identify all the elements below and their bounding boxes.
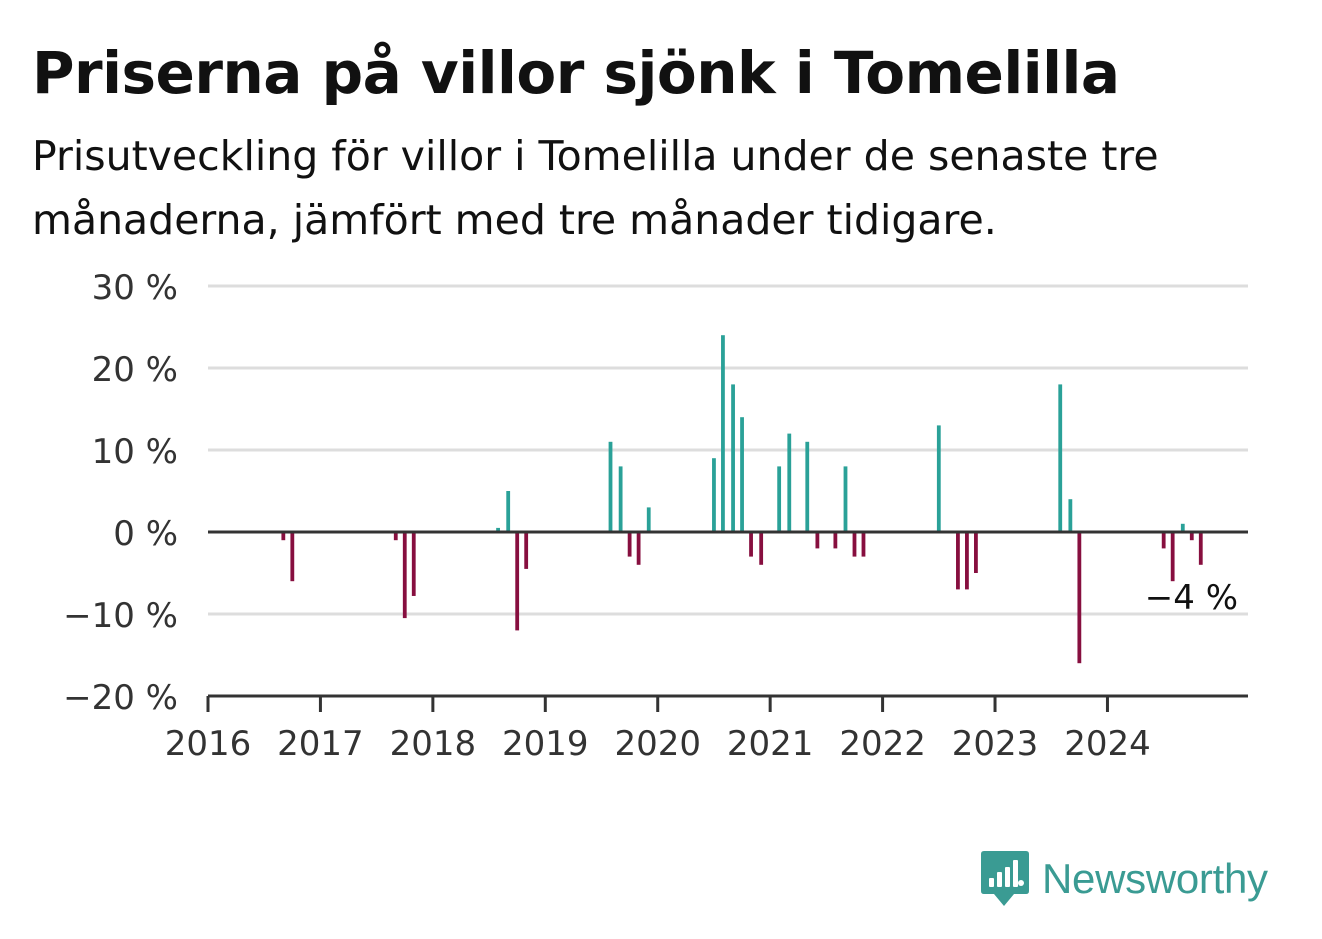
data-bar [1189, 532, 1194, 541]
x-tick-label: 2021 [727, 724, 814, 764]
chart-title: Priserna på villor sjönk i Tomelilla [32, 39, 1120, 107]
data-bar [636, 532, 641, 565]
data-bar [759, 532, 764, 565]
data-bar [618, 466, 623, 532]
data-bar [833, 532, 838, 549]
x-tick-label: 2020 [614, 724, 701, 764]
data-bar [524, 532, 529, 569]
data-bar [515, 532, 520, 631]
data-bar [965, 532, 969, 590]
y-tick-label: 0 % [113, 514, 178, 554]
data-bar [411, 532, 416, 596]
data-bar [936, 425, 941, 532]
data-bar [627, 532, 632, 557]
data-bar [646, 507, 651, 532]
data-bar [1170, 532, 1175, 582]
y-tick-label: 30 % [92, 268, 178, 308]
data-bar [1180, 523, 1185, 532]
data-bar [393, 532, 398, 541]
data-bar [731, 384, 735, 532]
x-tick-label: 2023 [952, 724, 1039, 764]
data-bar [815, 532, 820, 549]
data-bar [290, 532, 295, 582]
data-bar [496, 527, 500, 532]
data-bar [1068, 499, 1073, 532]
x-tick-label: 2024 [1064, 724, 1151, 764]
data-bar [402, 532, 407, 619]
x-tick-label: 2022 [839, 724, 926, 764]
data-bar [956, 532, 960, 590]
data-bar [843, 466, 848, 532]
data-bar [1161, 532, 1166, 549]
y-tick-label: 20 % [92, 350, 178, 390]
x-tick-label: 2016 [165, 724, 252, 764]
data-bar [281, 532, 286, 541]
y-tick-label: 10 % [92, 432, 178, 472]
newsworthy-logo: Newsworthy [980, 848, 1268, 910]
x-tick-label: 2019 [502, 724, 589, 764]
data-bar [861, 532, 866, 557]
brand-name: Newsworthy [1042, 855, 1268, 902]
data-bar [749, 532, 753, 557]
data-bar [805, 441, 810, 532]
data-bar [740, 417, 744, 532]
data-bar [712, 458, 716, 532]
x-tick-label: 2018 [390, 724, 477, 764]
data-bar [1198, 532, 1203, 565]
data-bar [1058, 384, 1063, 532]
data-bar [1077, 532, 1082, 664]
data-bar [721, 335, 725, 532]
y-tick-label: −10 % [63, 596, 178, 636]
data-bar [787, 433, 792, 532]
newsworthy-logo-icon [981, 851, 1029, 906]
data-bar [506, 491, 511, 532]
chart-subtitle: Prisutveckling för villor i Tomelilla un… [32, 132, 1159, 244]
y-tick-label: −20 % [63, 678, 178, 718]
data-bar [852, 532, 857, 557]
last-value-annotation: −4 % [1145, 578, 1238, 618]
x-tick-label: 2017 [277, 724, 364, 764]
data-bar [777, 466, 782, 532]
data-bar [608, 441, 613, 532]
data-bar [974, 532, 978, 573]
